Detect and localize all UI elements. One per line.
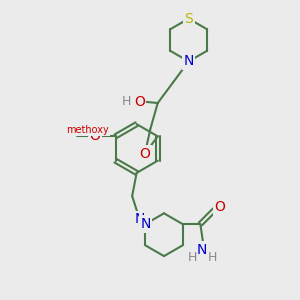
Text: H: H — [208, 251, 217, 264]
Text: S: S — [184, 12, 193, 26]
Text: H: H — [122, 95, 131, 108]
Text: H: H — [187, 251, 197, 264]
Text: O: O — [214, 200, 225, 214]
Text: O: O — [134, 94, 145, 109]
Text: N: N — [134, 212, 145, 226]
Text: O: O — [140, 147, 150, 160]
Text: N: N — [196, 243, 207, 256]
Text: N: N — [140, 217, 151, 231]
Text: N: N — [184, 54, 194, 68]
Text: methoxy: methoxy — [66, 125, 109, 135]
Text: O: O — [89, 129, 100, 143]
